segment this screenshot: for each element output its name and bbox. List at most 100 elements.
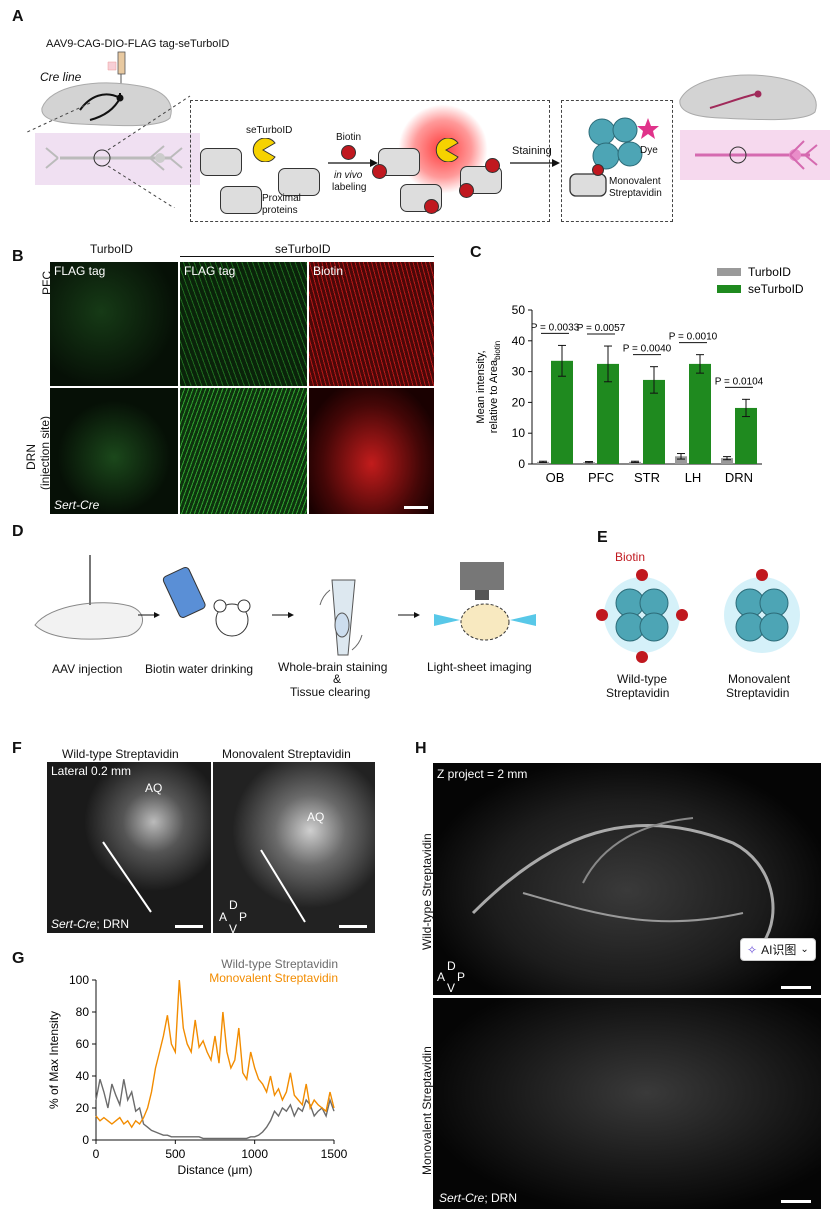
bar-seturboid-pfc <box>597 363 619 464</box>
legend-swatch <box>717 285 741 293</box>
labeling-box <box>190 100 550 222</box>
light-sheet-label: Light-sheet imaging <box>427 660 532 674</box>
aq-label: AQ <box>145 781 163 795</box>
streptavidin-label: Streptavidin <box>606 686 670 700</box>
mouse-brain-icon <box>679 74 817 121</box>
ai-recognize-button[interactable]: ✧ AI识图 ⌄ <box>740 938 816 961</box>
y-tick-label: 80 <box>76 1005 90 1019</box>
drn-row-label: DRN <box>24 444 38 470</box>
scale-bar <box>781 986 811 989</box>
objective-icon <box>460 562 504 590</box>
streptavidin-label: Streptavidin <box>726 686 790 700</box>
biotin-dot <box>341 145 356 160</box>
y-tick-label: 40 <box>76 1069 90 1083</box>
protein-shape <box>220 186 262 214</box>
pacman-icon <box>252 138 276 162</box>
arrow-icon <box>328 159 378 167</box>
dye-label: Dye <box>640 145 658 156</box>
arrow-icon <box>510 159 560 167</box>
sert-cre-label: Sert-Cre <box>51 917 97 931</box>
panel-label-e: E <box>597 529 608 546</box>
bar-turboid-drn <box>721 458 733 464</box>
ampersand-label: & <box>333 672 342 686</box>
tissue-clearing-label: Tissue clearing <box>290 685 371 699</box>
x-tick-label: DRN <box>725 470 753 485</box>
streptavidin-diagram <box>596 569 800 663</box>
micrograph-seturboid-biotin-pfc: Biotin <box>309 262 434 386</box>
scale-bar <box>339 925 367 928</box>
p-value-label: P = 0.0104 <box>715 376 764 387</box>
y-tick-label: 0 <box>518 457 525 471</box>
flag-label: FLAG tag <box>184 264 236 278</box>
y-axis-label: Mean intensity,relative to Areabiotin <box>475 341 502 434</box>
water-bottle-icon <box>162 566 206 618</box>
panel-label-a: A <box>12 8 24 25</box>
y-tick-label: 20 <box>512 395 526 409</box>
aq-label: AQ <box>307 810 325 824</box>
p-value-label: P = 0.0033 <box>531 322 580 333</box>
y-tick-label: 20 <box>76 1101 90 1115</box>
bar-chart-c: 0 10 20 30 40 50 Mean intensity,relative to Ar… <box>475 265 804 485</box>
mouse-brain-icon <box>34 602 143 640</box>
panel-label-d: D <box>12 523 24 540</box>
series-line-monovalent <box>95 979 335 1129</box>
biotin-dot <box>372 164 387 179</box>
series-line-wild-type <box>95 1078 335 1140</box>
y-axis-label: % of Max Intensity <box>47 1011 61 1109</box>
biotin-label: Biotin <box>336 132 362 143</box>
turboid-header: TurboID <box>90 242 133 256</box>
micrograph-turboid-pfc: FLAG tag <box>50 262 178 386</box>
bar-turboid-lh <box>675 456 687 464</box>
y-tick-label: 60 <box>76 1037 90 1051</box>
in-vivo-label: in vivo <box>334 170 363 181</box>
x-tick-label: 1500 <box>321 1147 348 1161</box>
micrograph-seturboid-flag-pfc: FLAG tag <box>180 262 307 386</box>
legend-label: Wild-type Streptavidin <box>221 957 338 971</box>
y-tick-label: 50 <box>512 303 526 317</box>
mouse-brain-icon <box>41 82 172 127</box>
legend-label: Monovalent Streptavidin <box>209 971 338 985</box>
monovalent-streptavidin-icon <box>724 569 800 653</box>
micrograph-turboid-drn: Sert-Cre <box>50 388 178 514</box>
scale-bar <box>781 1200 811 1203</box>
p-value-label: P = 0.0057 <box>577 323 626 334</box>
x-tick-label: STR <box>634 470 660 485</box>
pacman-icon <box>435 138 459 162</box>
y-tick-label: 100 <box>69 973 89 987</box>
x-tick-label: 500 <box>165 1147 185 1161</box>
biotin-label: Biotin <box>313 264 344 278</box>
panel-label-h: H <box>415 740 427 757</box>
syringe-icon <box>117 51 126 75</box>
micrograph-seturboid-flag-drn <box>180 388 307 514</box>
axis-a-label: A <box>219 910 228 924</box>
streptavidin-label: Streptavidin <box>609 188 662 199</box>
panel-label-f: F <box>12 740 22 757</box>
proteins-label: proteins <box>262 205 298 216</box>
scale-bar <box>175 925 203 928</box>
bar-seturboid-drn <box>735 407 757 464</box>
seturboid-underline <box>180 256 434 257</box>
cre-line-label: Cre line <box>40 70 82 84</box>
y-tick-label: 40 <box>512 334 526 348</box>
wild-type-header: Wild-type Streptavidin <box>62 747 179 761</box>
labeling-label: labeling <box>332 182 367 193</box>
staining-box <box>561 100 673 222</box>
x-tick-label: LH <box>685 470 702 485</box>
lateral-label: Lateral 0.2 mm <box>51 764 132 778</box>
seturboid-label: seTurboID <box>246 125 293 136</box>
seturboid-header: seTurboID <box>275 242 331 256</box>
x-tick-label: OB <box>546 470 565 485</box>
p-value-label: P = 0.0010 <box>669 332 718 343</box>
scale-bar <box>404 506 428 509</box>
wild-type-row-label: Wild-type Streptavidin <box>420 833 434 950</box>
axis-v-label: V <box>447 981 456 995</box>
y-tick-label: 30 <box>512 365 526 379</box>
ai-button-label: AI识图 <box>761 943 797 957</box>
monovalent-header: Monovalent Streptavidin <box>222 747 351 761</box>
wild-type-streptavidin-icon <box>596 569 688 663</box>
sert-cre-label: Sert-Cre <box>439 1191 485 1205</box>
sparkle-icon: ✧ <box>747 942 758 957</box>
monovalent-label: Monovalent <box>609 176 661 187</box>
x-axis-label: Distance (μm) <box>178 1163 253 1177</box>
